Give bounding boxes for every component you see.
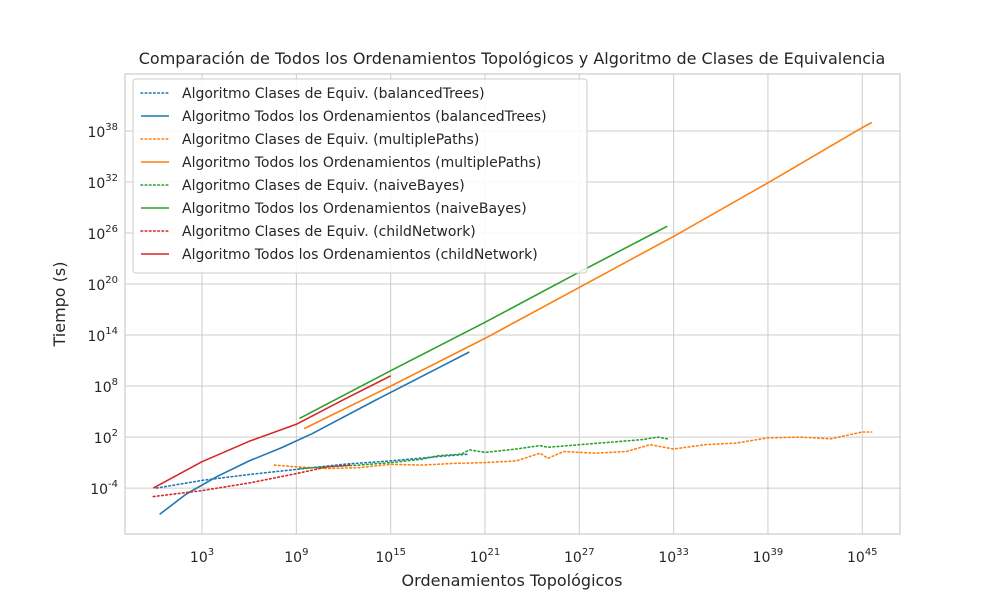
x-axis-ticks: 103 109 1015 1021 1027 1033 1039 1045 bbox=[190, 547, 878, 566]
y-axis-ticks: 10-4 102 108 1014 1020 1026 1032 1038 bbox=[87, 122, 118, 498]
series-line-7 bbox=[152, 375, 392, 489]
series-line-3 bbox=[303, 121, 873, 430]
x-tick-label: 1015 bbox=[375, 547, 406, 566]
series-line-4 bbox=[298, 436, 669, 470]
legend-label-6: Algoritmo Clases de Equiv. (childNetwork… bbox=[182, 224, 476, 240]
series-layer bbox=[152, 121, 873, 516]
legend-label-3: Algoritmo Todos los Ordenamientos (multi… bbox=[182, 155, 541, 171]
x-tick-label: 1039 bbox=[753, 547, 784, 566]
y-tick-label: 1032 bbox=[87, 173, 118, 192]
y-tick-label: 1026 bbox=[87, 224, 118, 243]
legend-label-5: Algoritmo Todos los Ordenamientos (naive… bbox=[182, 201, 527, 217]
series-line-2 bbox=[273, 431, 873, 470]
chart-title: Comparación de Todos los Ordenamientos T… bbox=[139, 49, 886, 68]
x-tick-label: 1027 bbox=[564, 547, 595, 566]
x-tick-label: 1033 bbox=[658, 547, 689, 566]
legend-label-2: Algoritmo Clases de Equiv. (multiplePath… bbox=[182, 132, 479, 148]
x-axis-title: Ordenamientos Topológicos bbox=[402, 571, 623, 590]
y-tick-label: 1014 bbox=[87, 326, 118, 345]
y-tick-label: 108 bbox=[94, 377, 118, 396]
x-tick-label: 109 bbox=[284, 547, 308, 566]
legend-label-7: Algoritmo Todos los Ordenamientos (child… bbox=[182, 247, 538, 263]
y-tick-label: 102 bbox=[94, 428, 118, 447]
series-line-5 bbox=[299, 225, 668, 420]
x-tick-label: 103 bbox=[190, 547, 214, 566]
plot-border bbox=[124, 73, 901, 535]
y-axis-title: Tiempo (s) bbox=[50, 261, 69, 347]
y-tick-label: 1020 bbox=[87, 275, 118, 294]
series-line-1 bbox=[159, 351, 470, 516]
x-tick-label: 1045 bbox=[847, 547, 878, 566]
y-tick-label: 10-4 bbox=[90, 479, 118, 498]
legend-box bbox=[132, 78, 588, 274]
legend-label-0: Algoritmo Clases de Equiv. (balancedTree… bbox=[182, 86, 485, 102]
legend: Algoritmo Clases de Equiv. (balancedTree… bbox=[132, 78, 588, 274]
series-line-6 bbox=[152, 464, 353, 498]
legend-label-1: Algoritmo Todos los Ordenamientos (balan… bbox=[182, 109, 547, 125]
legend-label-4: Algoritmo Clases de Equiv. (naiveBayes) bbox=[182, 178, 465, 194]
x-tick-label: 1021 bbox=[470, 547, 501, 566]
y-tick-label: 1038 bbox=[87, 122, 118, 141]
